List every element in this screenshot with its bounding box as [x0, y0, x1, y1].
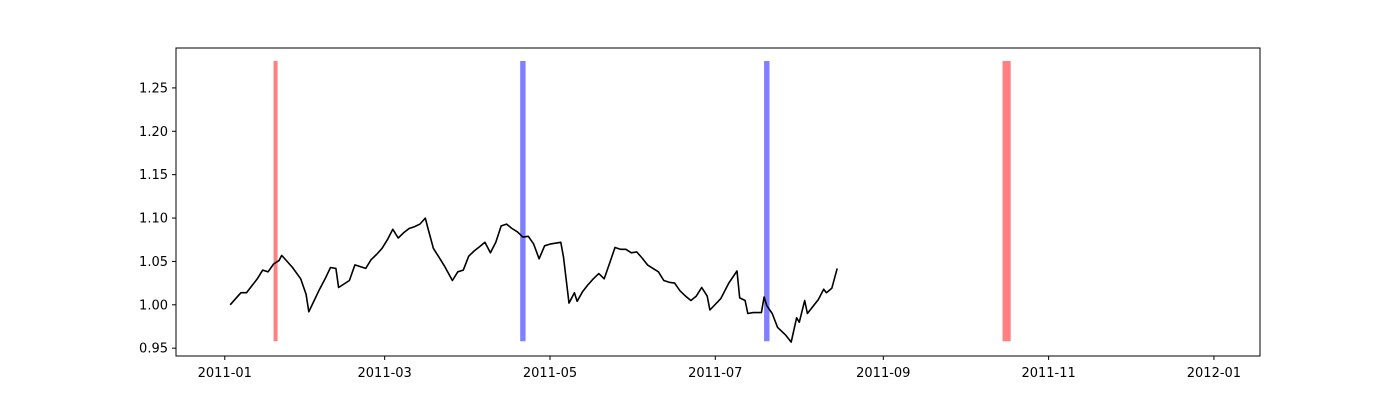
- x-tick-label: 2011-01: [198, 366, 252, 381]
- y-tick-label: 1.15: [139, 168, 168, 183]
- red-band-1: [273, 61, 278, 342]
- x-tick-label: 2011-07: [688, 366, 742, 381]
- x-tick-label: 2011-11: [1021, 366, 1075, 381]
- y-tick-label: 0.95: [139, 342, 168, 357]
- x-tick-label: 2011-05: [523, 366, 577, 381]
- x-axis-ticks: 2011-01 2011-03 2011-05 2011-07 2011-09 2011-…: [198, 356, 1241, 381]
- vertical-bands: [273, 61, 1011, 342]
- blue-band-2: [520, 61, 526, 342]
- blue-band-3: [764, 61, 770, 342]
- series-line-1: [229, 217, 838, 343]
- y-tick-label: 1.25: [139, 81, 168, 96]
- x-tick-label: 2011-03: [358, 366, 412, 381]
- x-tick-label: 2012-01: [1187, 366, 1241, 381]
- plot-frame: [175, 47, 1261, 357]
- y-tick-label: 1.05: [139, 255, 168, 270]
- red-band-4: [1002, 61, 1011, 342]
- y-tick-label: 1.00: [139, 298, 168, 313]
- x-tick-label: 2011-09: [856, 366, 910, 381]
- y-tick-label: 1.10: [139, 212, 168, 227]
- series-line-layer: [229, 217, 838, 343]
- y-tick-label: 1.20: [139, 125, 168, 140]
- y-axis-ticks: 0.95 1.00 1.05 1.10 1.15 1.20 1.25: [139, 81, 176, 357]
